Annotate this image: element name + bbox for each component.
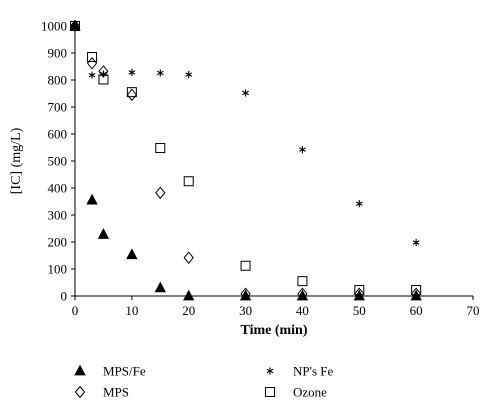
y-tick-label: 300 <box>48 208 68 223</box>
legend-marker <box>74 364 86 376</box>
data-point <box>155 186 166 200</box>
data-point <box>183 176 194 187</box>
data-point <box>297 276 308 287</box>
x-tick-label: 60 <box>410 303 423 318</box>
data-point <box>185 71 193 79</box>
data-point <box>86 56 98 70</box>
y-axis-label: [IC] (mg/L) <box>9 127 24 194</box>
x-tick-label: 30 <box>239 303 252 318</box>
y-tick-label: 700 <box>48 100 68 115</box>
y-tick-label: 900 <box>48 46 68 61</box>
data-point <box>128 68 136 77</box>
legend-marker <box>266 367 274 375</box>
series-ozone <box>70 21 422 296</box>
series-mps <box>69 19 422 301</box>
y-tick-label: 800 <box>48 73 68 88</box>
data-point <box>88 71 96 79</box>
data-point <box>71 22 79 30</box>
legend-item: MPS <box>74 385 129 400</box>
y-tick-label: 0 <box>61 289 68 304</box>
legend-marker <box>265 387 275 397</box>
x-tick-label: 50 <box>353 303 366 318</box>
data-point <box>98 74 109 85</box>
data-point <box>155 143 166 154</box>
x-tick-label: 70 <box>467 303 480 318</box>
x-tick-label: 0 <box>72 303 79 318</box>
data-point <box>411 285 422 296</box>
legend-item: MPS/Fe <box>74 364 146 379</box>
data-point <box>69 19 81 33</box>
data-point <box>240 260 251 271</box>
series-np-s-fe <box>71 22 420 247</box>
legend-label: NP's Fe <box>293 364 333 379</box>
data-point <box>410 287 422 301</box>
x-tick-label: 40 <box>296 303 309 318</box>
data-point <box>297 287 308 301</box>
data-point <box>299 146 306 154</box>
series-mps-fe <box>69 19 422 301</box>
data-point <box>354 285 365 296</box>
y-tick-label: 100 <box>48 262 68 277</box>
data-point <box>126 88 138 102</box>
x-ticks: 0 10 20 30 40 50 60 70 <box>72 296 480 318</box>
data-point <box>98 65 109 78</box>
legend-item: Ozone <box>265 385 327 400</box>
legend-label: MPS <box>103 385 129 400</box>
y-ticks: 0 100 200 300 400 500 600 700 800 900 1000 <box>41 19 75 304</box>
y-tick-label: 400 <box>48 181 68 196</box>
y-tick-label: 200 <box>48 235 68 250</box>
legend-marker <box>74 385 86 399</box>
data-point <box>87 52 98 63</box>
data-point <box>355 200 363 208</box>
data-point <box>154 281 166 293</box>
data-point <box>183 251 194 264</box>
legend: MPS/Fe NP's Fe MPS Ozone <box>74 364 333 400</box>
legend-label: MPS/Fe <box>103 364 146 379</box>
data-point <box>126 87 137 98</box>
data-point <box>86 193 98 205</box>
x-axis-label: Time (min) <box>240 323 307 338</box>
data-point <box>156 69 164 77</box>
legend-item: NP's Fe <box>266 364 333 379</box>
x-tick-label: 20 <box>182 303 195 318</box>
data-point <box>126 248 138 260</box>
data-point <box>354 287 365 301</box>
x-tick-label: 10 <box>125 303 138 318</box>
legend-label: Ozone <box>293 385 327 400</box>
y-tick-label: 600 <box>48 127 68 142</box>
y-tick-label: 1000 <box>41 19 67 34</box>
data-point <box>70 21 80 31</box>
data-point <box>240 287 251 301</box>
data-point <box>183 289 195 301</box>
data-point <box>412 238 420 247</box>
y-tick-label: 500 <box>48 154 68 169</box>
data-point <box>97 228 110 239</box>
data-point <box>242 89 249 97</box>
data-points <box>69 19 422 301</box>
